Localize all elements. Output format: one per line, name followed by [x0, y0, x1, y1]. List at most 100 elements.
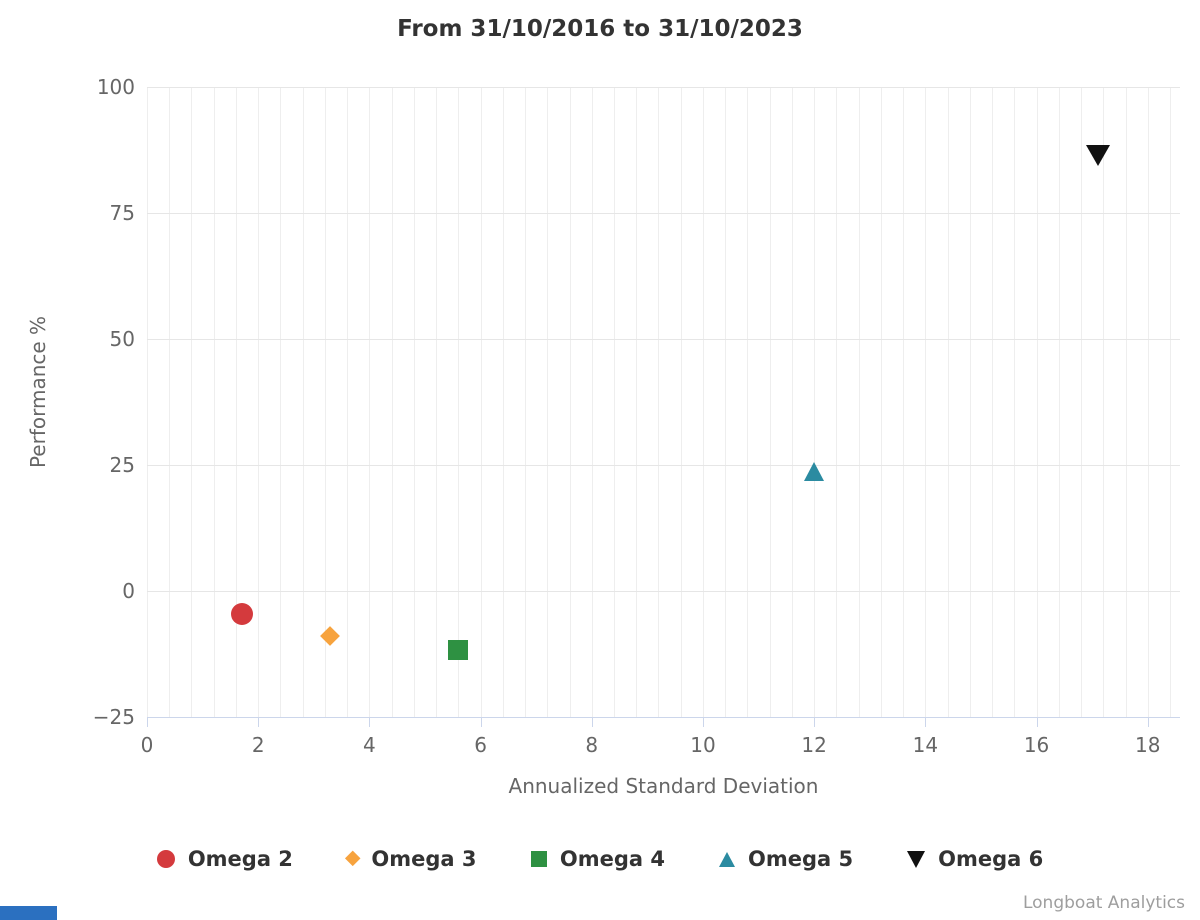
- point-omega-3[interactable]: [320, 626, 341, 647]
- minor-gridline: [658, 87, 660, 717]
- minor-gridline: [747, 87, 749, 717]
- circle-marker-icon: [156, 849, 175, 869]
- major-gridline: [147, 591, 1180, 592]
- minor-gridline: [1014, 87, 1016, 717]
- minor-gridline: [1081, 87, 1083, 717]
- square-marker-icon: [530, 850, 547, 868]
- minor-gridline: [1125, 87, 1127, 717]
- minor-gridline: [502, 87, 504, 717]
- x-tick-label: 14: [912, 733, 939, 757]
- legend-item-omega-3[interactable]: Omega 3: [344, 847, 477, 871]
- x-axis-line: [147, 717, 1180, 718]
- legend-label: Omega 2: [187, 847, 293, 871]
- point-omega-6[interactable]: [1085, 144, 1110, 166]
- minor-gridline: [702, 87, 704, 717]
- minor-gridline: [880, 87, 882, 717]
- legend-label: Omega 4: [559, 847, 665, 871]
- x-tick-label: 18: [1135, 733, 1161, 757]
- minor-gridline: [391, 87, 393, 717]
- minor-gridline: [525, 87, 527, 717]
- x-tick-label: 6: [474, 733, 487, 757]
- minor-gridline: [213, 87, 215, 717]
- minor-gridline: [191, 87, 193, 717]
- x-tick-label: 12: [801, 733, 827, 757]
- minor-gridline: [1058, 87, 1060, 717]
- minor-gridline: [413, 87, 415, 717]
- legend-item-omega-4[interactable]: Omega 4: [530, 847, 665, 871]
- credits-text: Longboat Analytics: [1022, 893, 1185, 913]
- minor-gridline: [235, 87, 237, 717]
- minor-gridline: [858, 87, 860, 717]
- diamond-marker-icon: [344, 850, 361, 868]
- x-tick-mark: [480, 717, 482, 727]
- minor-gridline: [680, 87, 682, 717]
- x-tick-mark: [591, 717, 593, 727]
- major-gridline: [147, 87, 1180, 88]
- bottom-left-accent-bar: [0, 906, 57, 920]
- y-tick-label: 25: [109, 453, 135, 477]
- minor-gridline: [591, 87, 593, 717]
- y-tick-label: 50: [109, 327, 135, 351]
- minor-gridline: [1169, 87, 1171, 717]
- minor-gridline: [258, 87, 260, 717]
- minor-gridline: [169, 87, 171, 717]
- minor-gridline: [480, 87, 482, 717]
- point-omega-2[interactable]: [230, 602, 253, 625]
- chart-title: From 31/10/2016 to 31/10/2023: [397, 16, 803, 42]
- point-omega-4[interactable]: [448, 639, 469, 660]
- x-tick-mark: [147, 717, 148, 727]
- minor-gridline: [903, 87, 905, 717]
- minor-gridline: [302, 87, 304, 717]
- minor-gridline: [992, 87, 994, 717]
- minor-gridline: [324, 87, 326, 717]
- triangle-down-marker-icon: [907, 850, 926, 868]
- x-tick-label: 2: [251, 733, 265, 757]
- y-tick-label: 75: [109, 201, 135, 225]
- minor-gridline: [147, 87, 148, 717]
- minor-gridline: [347, 87, 349, 717]
- legend-label: Omega 5: [748, 847, 854, 871]
- x-tick-label: 16: [1023, 733, 1050, 757]
- minor-gridline: [725, 87, 727, 717]
- minor-gridline: [280, 87, 282, 717]
- x-tick-mark: [1036, 717, 1038, 727]
- legend-label: Omega 6: [938, 847, 1044, 871]
- y-tick-label: −25: [92, 705, 135, 729]
- legend-item-omega-5[interactable]: Omega 5: [719, 847, 853, 871]
- x-tick-mark: [925, 717, 927, 727]
- minor-gridline: [836, 87, 838, 717]
- x-tick-mark: [1147, 717, 1149, 727]
- minor-gridline: [1147, 87, 1149, 717]
- legend-item-omega-2[interactable]: Omega 2: [156, 847, 293, 871]
- triangle-up-marker-icon: [719, 851, 735, 867]
- minor-gridline: [636, 87, 638, 717]
- minor-gridline: [947, 87, 949, 717]
- point-omega-5[interactable]: [804, 462, 825, 482]
- x-tick-mark: [258, 717, 260, 727]
- minor-gridline: [436, 87, 438, 717]
- legend-label: Omega 3: [371, 847, 477, 871]
- minor-gridline: [547, 87, 549, 717]
- minor-gridline: [969, 87, 971, 717]
- minor-gridline: [769, 87, 771, 717]
- y-axis-title: Performance %: [26, 315, 50, 469]
- minor-gridline: [569, 87, 571, 717]
- minor-gridline: [814, 87, 816, 717]
- y-tick-label: 100: [96, 75, 135, 99]
- x-tick-mark: [369, 717, 371, 727]
- x-tick-label: 4: [363, 733, 376, 757]
- x-tick-label: 0: [140, 733, 154, 757]
- minor-gridline: [791, 87, 793, 717]
- y-tick-label: 0: [122, 579, 135, 603]
- minor-gridline: [614, 87, 616, 717]
- major-gridline: [147, 339, 1180, 340]
- legend: Omega 2 Omega 3 Omega 4 Omega 5 Omega 6: [0, 841, 1200, 877]
- minor-gridline: [1036, 87, 1038, 717]
- minor-gridline: [925, 87, 927, 717]
- x-tick-mark: [814, 717, 816, 727]
- x-tick-mark: [702, 717, 704, 727]
- legend-item-omega-6[interactable]: Omega 6: [907, 847, 1043, 871]
- minor-gridline: [458, 87, 460, 717]
- minor-gridline: [1103, 87, 1105, 717]
